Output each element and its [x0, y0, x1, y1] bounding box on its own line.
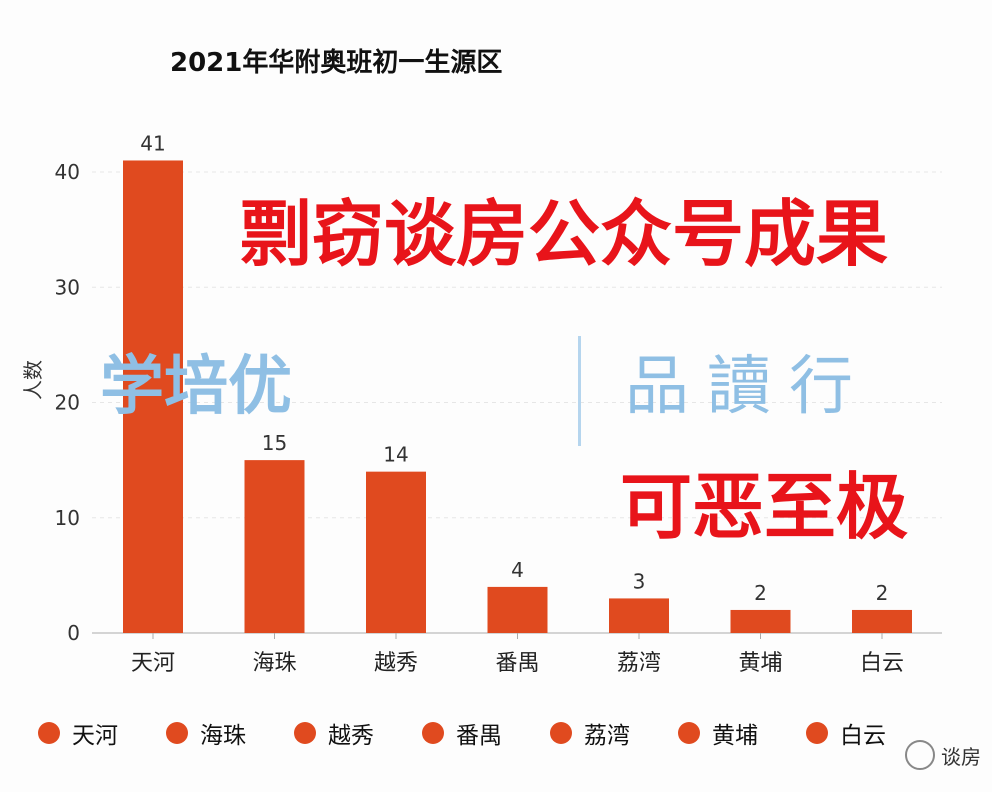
data-label: 4 [511, 558, 524, 582]
x-tick-label: 黄埔 [738, 651, 782, 676]
wechat-icon [905, 740, 935, 770]
legend-item[interactable]: 番禺 [422, 716, 550, 750]
y-axis-label: 人数 [21, 360, 45, 400]
legend-label: 天河 [72, 723, 118, 749]
watermark-blue-right: 品讀行 [625, 350, 871, 424]
legend-marker [678, 722, 700, 744]
y-tick-label: 40 [55, 160, 80, 184]
x-tick-label: 荔湾 [617, 651, 661, 676]
data-label: 2 [754, 581, 767, 605]
legend-item[interactable]: 荔湾 [550, 716, 678, 750]
y-tick-label: 10 [55, 506, 80, 530]
legend-marker [166, 722, 188, 744]
brand-name: 谈房 [941, 744, 981, 769]
x-tick-label: 越秀 [374, 651, 418, 676]
legend-label: 越秀 [328, 723, 374, 749]
legend-label: 黄埔 [712, 723, 758, 749]
watermark-red-line2: 可恶至极 [620, 465, 909, 549]
x-tick-label: 海珠 [252, 651, 296, 676]
y-tick-label: 20 [55, 391, 80, 415]
legend-marker [550, 722, 572, 744]
legend-marker [38, 722, 60, 744]
bar-chart: 0 10 20 30 40 人数 41 天河 15 海珠 14 越秀 4 番禺 3 荔湾 2 黄埔 2 白云 [21, 131, 942, 676]
legend-item[interactable]: 白云 [806, 716, 934, 750]
x-tick-label: 番禺 [495, 651, 539, 676]
chart-title: 2021年华附奥班初一生源区 [170, 48, 503, 78]
x-tick-label: 白云 [860, 651, 904, 676]
bar-番禺 [487, 586, 548, 633]
legend-label: 荔湾 [584, 723, 630, 749]
legend-item[interactable]: 黄埔 [678, 716, 806, 750]
bar-海珠 [244, 460, 305, 633]
watermark-red-line1: 剽窃谈房公众号成果 [240, 192, 889, 276]
bar-黄埔 [730, 609, 791, 633]
legend-label: 白云 [840, 723, 886, 749]
legend-item[interactable]: 天河 [38, 716, 166, 750]
y-tick-label: 30 [55, 275, 80, 299]
legend-marker [294, 722, 316, 744]
data-label: 41 [140, 131, 165, 155]
legend-item[interactable]: 海珠 [166, 716, 294, 750]
y-tick-label: 0 [67, 621, 80, 645]
bar-天河 [123, 160, 183, 633]
data-label: 14 [383, 443, 408, 467]
data-label: 15 [262, 431, 287, 455]
legend-label: 番禺 [456, 723, 502, 749]
x-tick-label: 天河 [131, 651, 175, 676]
legend-item[interactable]: 越秀 [294, 716, 422, 750]
data-label: 2 [876, 581, 889, 605]
data-label: 3 [633, 569, 646, 593]
bar-越秀 [366, 471, 426, 633]
bar-荔湾 [609, 598, 669, 633]
watermark-blue-left: 学培优 [100, 350, 292, 424]
watermark-divider [578, 336, 581, 446]
legend-marker [422, 722, 444, 744]
legend-marker [806, 722, 828, 744]
legend-label: 海珠 [200, 723, 246, 749]
bar-白云 [852, 609, 912, 633]
legend: 天河 海珠 越秀 番禺 荔湾 黄埔 白云 [38, 716, 934, 750]
brand-badge: 谈房 [905, 740, 981, 770]
